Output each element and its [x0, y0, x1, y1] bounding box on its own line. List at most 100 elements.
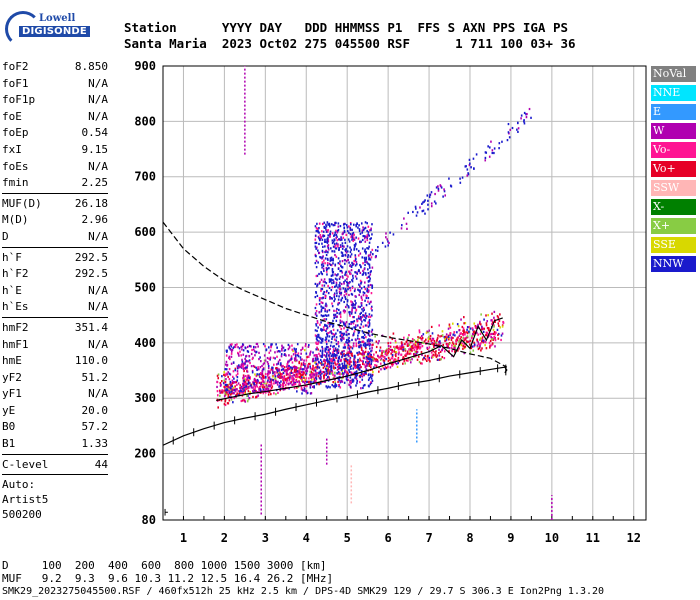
echo-point [294, 354, 297, 358]
echo-point [237, 353, 240, 356]
echo-point [428, 329, 430, 332]
echo-point [422, 201, 424, 204]
echo-point [367, 233, 369, 236]
echo-point [250, 345, 252, 348]
y-tick-label: 500 [134, 280, 156, 294]
echo-point [471, 334, 473, 338]
echo-point [230, 362, 233, 365]
echo-point [273, 392, 275, 395]
echo-point [316, 329, 318, 333]
echo-point [421, 362, 423, 365]
echo-point [376, 358, 379, 362]
echo-point [347, 258, 349, 262]
echo-point [336, 315, 339, 318]
echo-point [430, 325, 433, 329]
echo-point [461, 342, 463, 345]
echo-point [240, 354, 242, 357]
echo-point [315, 247, 317, 250]
echo-point [371, 346, 373, 349]
echo-point [327, 248, 330, 251]
echo-point [351, 378, 354, 381]
echo-point [360, 287, 363, 290]
echo-point [364, 287, 367, 291]
echo-point [228, 386, 230, 389]
echo-point [335, 255, 338, 258]
echo-point [280, 376, 282, 379]
param-label: C-level [2, 457, 49, 471]
echo-point [464, 165, 467, 168]
echo-point [252, 381, 254, 384]
echo-point [292, 353, 295, 356]
echo-point [330, 369, 333, 372]
echo-point [474, 324, 477, 328]
echo-point [356, 318, 358, 321]
echo-point [497, 316, 500, 319]
echo-point [405, 222, 408, 225]
echo-point [314, 254, 317, 257]
echo-point [323, 284, 326, 287]
echo-point [245, 383, 247, 386]
param-label: MUF(D) [2, 196, 42, 210]
echo-point [421, 210, 424, 213]
param-row: yE 20.0 [2, 403, 108, 420]
echo-point [218, 389, 221, 392]
echo-point [250, 365, 253, 368]
echo-point [339, 281, 341, 284]
echo-point [369, 277, 371, 280]
echo-point [300, 349, 302, 352]
echo-point [402, 346, 405, 349]
echo-point [243, 389, 245, 392]
echo-point [368, 263, 371, 266]
echo-point [315, 310, 318, 313]
echo-point [367, 360, 370, 363]
echo-point [424, 199, 426, 202]
echo-point [291, 377, 293, 380]
param-row: hmF1 N/A [2, 337, 108, 354]
echo-point [266, 374, 269, 377]
echo-point [350, 367, 352, 370]
echo-point [446, 343, 449, 346]
echo-point [413, 348, 416, 351]
echo-point [265, 382, 268, 385]
echo-point [372, 343, 374, 346]
echo-point [328, 223, 331, 226]
echo-point [377, 245, 379, 249]
echo-point [333, 250, 335, 253]
echo-point [360, 295, 363, 298]
echo-point [239, 389, 242, 392]
echo-point [463, 343, 465, 346]
echo-point [224, 380, 227, 383]
echo-point [242, 364, 245, 367]
echo-point [296, 354, 299, 357]
param-row: fmin 2.25 [2, 175, 108, 192]
echo-point [315, 314, 318, 317]
echo-point [468, 330, 470, 333]
echo-point [328, 370, 331, 373]
echo-point [391, 362, 393, 365]
echo-point [484, 159, 487, 162]
echo-point [498, 147, 500, 150]
echo-point [250, 352, 253, 356]
echo-point [412, 210, 414, 214]
echo-point [463, 316, 465, 319]
echo-point [337, 228, 340, 232]
echo-point [299, 370, 301, 373]
echo-point [463, 352, 466, 355]
echo-point [348, 325, 350, 328]
echo-point [335, 349, 337, 352]
echo-point [484, 156, 487, 160]
echo-point [314, 313, 317, 316]
echo-point [369, 364, 372, 367]
echo-point [325, 267, 328, 270]
echo-point [360, 344, 362, 347]
echo-point [343, 358, 346, 361]
echo-point [439, 342, 442, 345]
echo-point [335, 244, 337, 247]
echo-point [344, 366, 347, 369]
echo-point [379, 349, 381, 352]
echo-point [334, 382, 337, 385]
echo-point [225, 378, 227, 381]
echo-point [361, 238, 364, 242]
echo-point [254, 387, 256, 391]
echo-point [348, 240, 351, 243]
